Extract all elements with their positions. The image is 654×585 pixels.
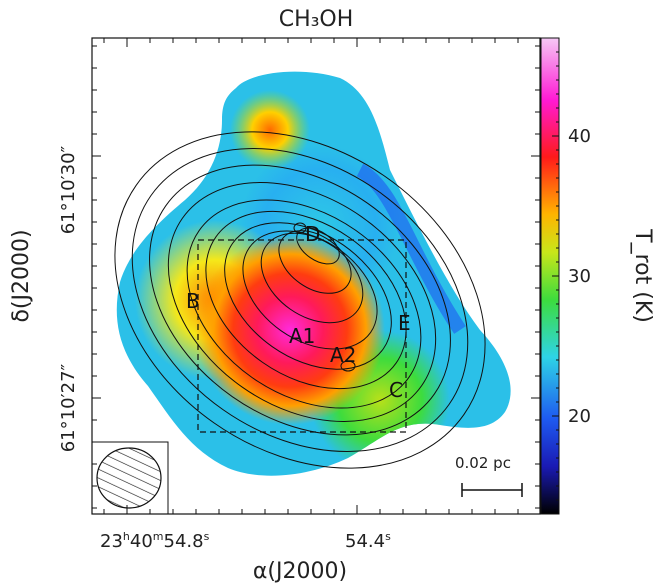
plot-frame (91, 37, 541, 515)
x-tick-label-1: 54.4s (345, 530, 391, 552)
colorbar-tick-label-1: 30 (568, 266, 591, 287)
colorbar-tick-label-0: 20 (568, 406, 591, 427)
beam-inset (91, 441, 169, 515)
x-axis-label: α(J2000) (253, 559, 347, 584)
source-label-c: C (389, 378, 403, 402)
source-label-e: E (398, 311, 411, 335)
y-axis-label: δ(J2000) (9, 229, 34, 322)
y-tick-label-0: 61°10′30″ (58, 145, 79, 234)
x-tick-label-0: 23h40m54.8s (100, 530, 210, 552)
source-label-b: B (186, 289, 200, 313)
chart-title: CH₃OH (279, 7, 354, 32)
source-labels: A1 A2 B C D E (186, 222, 411, 402)
scale-bar-label: 0.02 pc (455, 454, 511, 472)
zoom-box (197, 239, 407, 433)
y-tick-label-1: 61°10′27″ (58, 363, 79, 452)
frame-ticks (92, 38, 540, 514)
source-label-d: D (305, 222, 320, 246)
scale-bar: 0.02 pc (455, 454, 523, 497)
colorbar-label: T_rot (K) (630, 228, 654, 323)
beam-ellipse (96, 447, 162, 509)
contours (114, 131, 486, 469)
source-label-a1: A1 (289, 324, 315, 348)
colorbar-tick-label-2: 40 (568, 126, 591, 147)
source-label-a2: A2 (330, 343, 356, 367)
colorbar-ticks: 20 30 40 (552, 37, 591, 515)
